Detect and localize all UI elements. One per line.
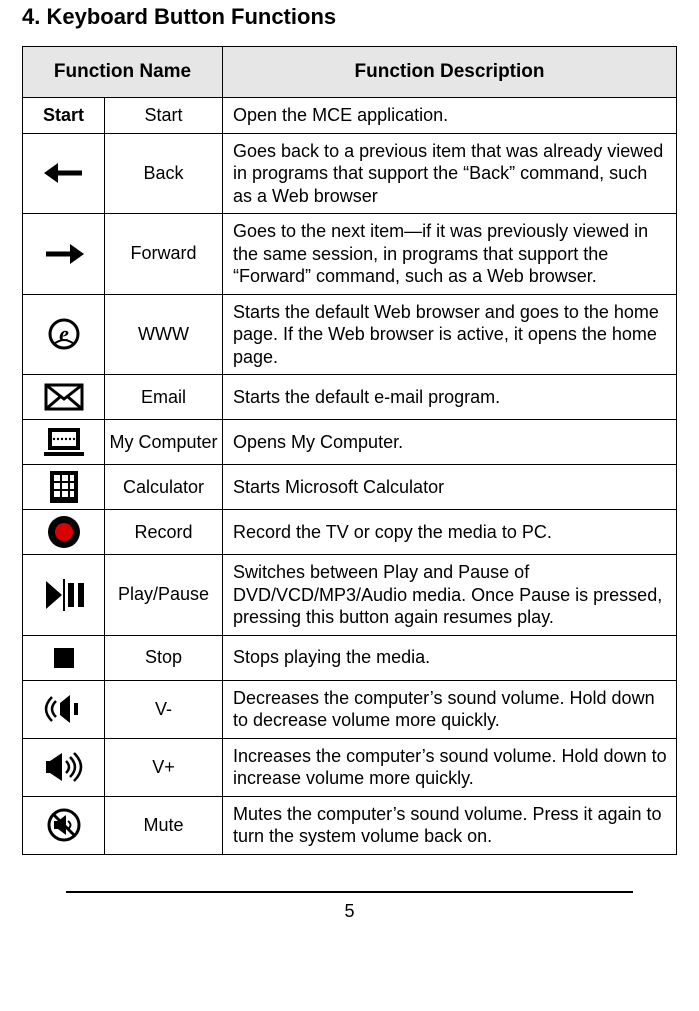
function-name: V+ — [105, 738, 223, 796]
table-row: RecordRecord the TV or copy the media to… — [23, 510, 677, 555]
footer-rule — [66, 891, 633, 893]
laptop-icon — [40, 424, 88, 460]
page: 4. Keyboard Button Functions Function Na… — [0, 4, 699, 922]
table-row: My ComputerOpens My Computer. — [23, 420, 677, 465]
stop-square-icon — [40, 640, 88, 676]
function-description: Mutes the computer’s sound volume. Press… — [223, 796, 677, 854]
function-table: Function Name Function Description Start… — [22, 46, 677, 855]
header-desc: Function Description — [223, 47, 677, 98]
calculator-grid-icon — [40, 469, 88, 505]
function-name: Play/Pause — [105, 555, 223, 636]
table-row: V-Decreases the computer’s sound volume.… — [23, 680, 677, 738]
header-name: Function Name — [23, 47, 223, 98]
function-name: Mute — [105, 796, 223, 854]
envelope-icon — [40, 379, 88, 415]
icon-cell — [23, 294, 105, 375]
icon-cell — [23, 796, 105, 854]
forward-arrow-icon — [40, 236, 88, 272]
table-row: StopStops playing the media. — [23, 635, 677, 680]
www-e-icon — [40, 316, 88, 352]
icon-cell — [23, 375, 105, 420]
function-name: Email — [105, 375, 223, 420]
table-row: BackGoes back to a previous item that wa… — [23, 133, 677, 214]
table-row: EmailStarts the default e-mail program. — [23, 375, 677, 420]
function-name: Back — [105, 133, 223, 214]
function-name: Calculator — [105, 465, 223, 510]
record-circle-icon — [40, 514, 88, 550]
function-description: Increases the computer’s sound volume. H… — [223, 738, 677, 796]
icon-cell — [23, 635, 105, 680]
function-name: WWW — [105, 294, 223, 375]
page-number: 5 — [22, 901, 677, 922]
function-description: Switches between Play and Pause of DVD/V… — [223, 555, 677, 636]
icon-cell — [23, 680, 105, 738]
table-row: StartStartOpen the MCE application. — [23, 98, 677, 134]
table-row: WWWStarts the default Web browser and go… — [23, 294, 677, 375]
table-row: ForwardGoes to the next item—if it was p… — [23, 214, 677, 295]
icon-cell — [23, 555, 105, 636]
function-description: Goes to the next item—if it was previous… — [223, 214, 677, 295]
icon-cell — [23, 738, 105, 796]
back-arrow-icon — [40, 155, 88, 191]
function-name: Stop — [105, 635, 223, 680]
function-name: My Computer — [105, 420, 223, 465]
icon-cell — [23, 133, 105, 214]
table-row: MuteMutes the computer’s sound volume. P… — [23, 796, 677, 854]
function-description: Starts the default e-mail program. — [223, 375, 677, 420]
play-pause-icon — [40, 577, 88, 613]
function-description: Decreases the computer’s sound volume. H… — [223, 680, 677, 738]
function-description: Goes back to a previous item that was al… — [223, 133, 677, 214]
icon-cell — [23, 465, 105, 510]
function-description: Record the TV or copy the media to PC. — [223, 510, 677, 555]
function-description: Starts the default Web browser and goes … — [223, 294, 677, 375]
function-description: Opens My Computer. — [223, 420, 677, 465]
table-header-row: Function Name Function Description — [23, 47, 677, 98]
section-title: 4. Keyboard Button Functions — [22, 4, 677, 30]
mute-icon — [40, 807, 88, 843]
table-row: Play/PauseSwitches between Play and Paus… — [23, 555, 677, 636]
volume-down-icon — [40, 691, 88, 727]
function-name: V- — [105, 680, 223, 738]
function-description: Open the MCE application. — [223, 98, 677, 134]
icon-cell: Start — [23, 98, 105, 134]
icon-cell — [23, 420, 105, 465]
function-name: Start — [105, 98, 223, 134]
function-name: Record — [105, 510, 223, 555]
function-description: Stops playing the media. — [223, 635, 677, 680]
function-description: Starts Microsoft Calculator — [223, 465, 677, 510]
icon-cell — [23, 214, 105, 295]
function-name: Forward — [105, 214, 223, 295]
table-row: CalculatorStarts Microsoft Calculator — [23, 465, 677, 510]
volume-up-icon — [40, 749, 88, 785]
icon-cell — [23, 510, 105, 555]
table-row: V+Increases the computer’s sound volume.… — [23, 738, 677, 796]
